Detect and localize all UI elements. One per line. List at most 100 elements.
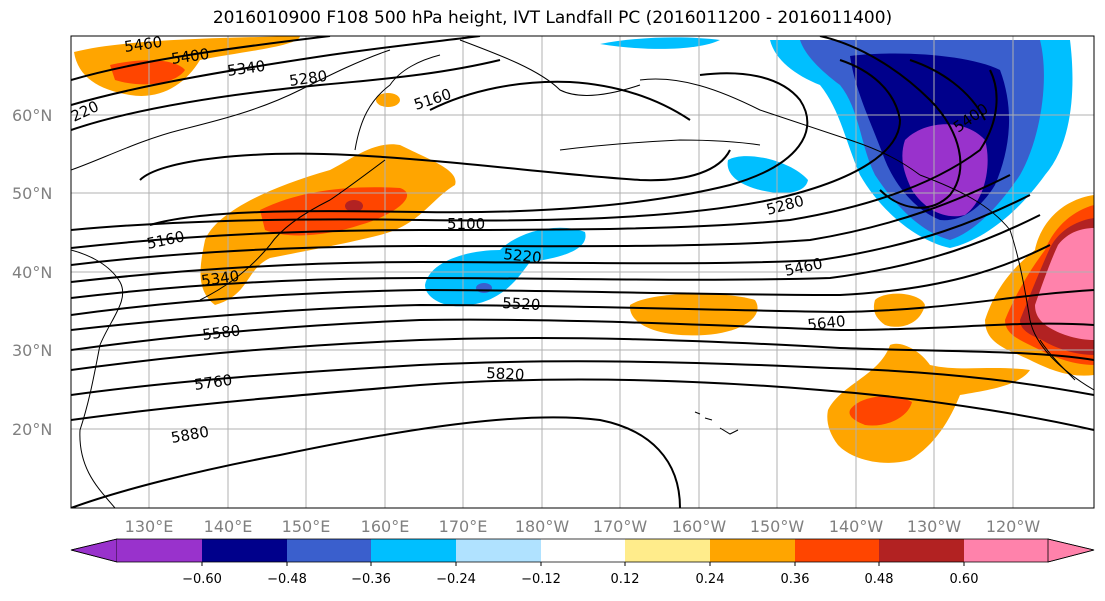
contour-label: 5460 xyxy=(123,33,163,56)
lon-label: 160°W xyxy=(672,517,727,536)
lon-label: 170°E xyxy=(439,517,488,536)
contour-label: 5640 xyxy=(807,312,847,334)
colorbar-tick-label: 0.48 xyxy=(865,572,894,587)
graticule xyxy=(71,36,1094,508)
contour-line xyxy=(429,80,691,121)
coastline-kamchatka xyxy=(354,54,441,151)
contour-line xyxy=(71,59,501,131)
lon-label: 150°E xyxy=(282,517,331,536)
contour-line xyxy=(71,174,1011,266)
anomaly-positive-california-extreme xyxy=(1035,228,1094,340)
contour-line xyxy=(71,36,481,106)
colorbar-extend-right xyxy=(1047,538,1095,563)
colorbar-segment xyxy=(879,539,964,562)
colorbar-tick-label: 0.36 xyxy=(781,572,810,587)
anomaly-positive-japan-max xyxy=(345,200,363,212)
contour-line xyxy=(71,59,902,231)
colorbar-segment xyxy=(710,539,795,562)
colorbar-tick-label: −0.60 xyxy=(182,572,222,587)
lat-label: 20°N xyxy=(12,420,52,439)
colorbar-segment xyxy=(117,539,202,562)
colorbar-segment xyxy=(287,539,371,562)
contour-label: 5820 xyxy=(486,364,525,384)
colorbar-segment xyxy=(541,539,625,562)
colorbar-segment xyxy=(625,539,710,562)
anomaly-positive-subtropical-core xyxy=(849,396,912,426)
lon-label: 180°W xyxy=(515,517,570,536)
colorbar-tick-label: 0.12 xyxy=(611,572,640,587)
coastline-japan xyxy=(199,159,386,301)
lat-label: 50°N xyxy=(12,184,52,203)
map-area xyxy=(71,36,1094,508)
anomaly-negative-alaska-light xyxy=(600,37,720,49)
contour-line xyxy=(71,318,1094,351)
contour-line xyxy=(71,360,1094,396)
lon-label: 140°E xyxy=(204,517,253,536)
colorbar-segment xyxy=(964,539,1048,562)
coastline-bering xyxy=(459,39,641,96)
anomaly-negative-east-pacific-small xyxy=(727,156,808,193)
colorbar-tick-labels: −0.60 −0.48 −0.36 −0.24 −0.12 0.12 0.24 … xyxy=(182,572,978,587)
coastlines xyxy=(71,39,1094,508)
coastline-baja xyxy=(1039,339,1076,381)
contour-line xyxy=(819,36,962,209)
coastline-hawaii xyxy=(694,411,739,435)
lat-label: 30°N xyxy=(12,341,52,360)
contour-label: 5520 xyxy=(502,294,541,314)
contour-line xyxy=(71,194,1031,283)
contour-label: 5340 xyxy=(226,57,266,80)
contour-line xyxy=(71,69,998,249)
colorbar-tick-label: −0.12 xyxy=(521,572,561,587)
colorbar: −0.60 −0.48 −0.36 −0.24 −0.12 0.12 0.24 … xyxy=(70,538,1095,587)
coastline-siberia xyxy=(71,49,391,171)
lon-label: 160°E xyxy=(361,517,410,536)
colorbar-segment xyxy=(202,539,287,562)
colorbar-tick-label: 0.60 xyxy=(950,572,979,587)
contour-line xyxy=(71,416,681,508)
contour-label: 5580 xyxy=(201,321,241,344)
colorbar-extend-left xyxy=(70,538,118,563)
colorbar-tick-label: −0.48 xyxy=(267,572,307,587)
anomaly-positive-subtropical xyxy=(827,343,1030,463)
contour-line xyxy=(71,36,331,81)
lon-label: 140°W xyxy=(829,517,884,536)
contour-label: 5340 xyxy=(200,267,240,290)
contour-line xyxy=(71,337,1094,371)
anomaly-negative-central-pacific xyxy=(425,227,586,307)
height-contours xyxy=(71,36,1094,508)
contour-line xyxy=(71,378,1094,431)
colorbar-segment xyxy=(795,539,879,562)
contour-label: 5100 xyxy=(447,215,485,233)
lon-label: 150°W xyxy=(750,517,805,536)
coastline-north-america xyxy=(919,174,1094,391)
contour-line xyxy=(909,59,986,121)
contour-line xyxy=(71,289,1094,331)
colorbar-segment xyxy=(371,539,456,562)
colorbar-ticks xyxy=(201,562,965,566)
contour-line xyxy=(149,72,809,226)
anomaly-negative-central-core xyxy=(476,283,492,293)
contour-label: 5280 xyxy=(288,67,328,90)
anomaly-positive-small-orange xyxy=(376,93,400,107)
lat-label: 40°N xyxy=(12,263,52,282)
lon-label: 130°E xyxy=(125,517,174,536)
contour-label: 5760 xyxy=(193,371,233,394)
colorbar-outline xyxy=(70,538,1095,563)
contour-line xyxy=(71,214,1041,299)
lon-label: 120°W xyxy=(986,517,1041,536)
contour-label: 5220 xyxy=(503,245,543,267)
lon-label: 170°W xyxy=(593,517,648,536)
contour-label: 5400 xyxy=(170,45,210,68)
contour-line xyxy=(139,149,731,182)
figure-title: 2016010900 F108 500 hPa height, IVT Land… xyxy=(212,8,893,28)
coastline-asia xyxy=(71,249,124,508)
colorbar-tick-label: 0.24 xyxy=(696,572,725,587)
colorbar-tick-label: −0.24 xyxy=(436,572,476,587)
lat-label: 60°N xyxy=(12,106,52,125)
coastline-aleutians xyxy=(559,139,761,151)
longitude-labels: 130°E 140°E 150°E 160°E 170°E 180°W 170°… xyxy=(125,517,1041,536)
contour-line xyxy=(71,244,1051,316)
lon-label: 130°W xyxy=(907,517,962,536)
colorbar-segment xyxy=(456,539,541,562)
